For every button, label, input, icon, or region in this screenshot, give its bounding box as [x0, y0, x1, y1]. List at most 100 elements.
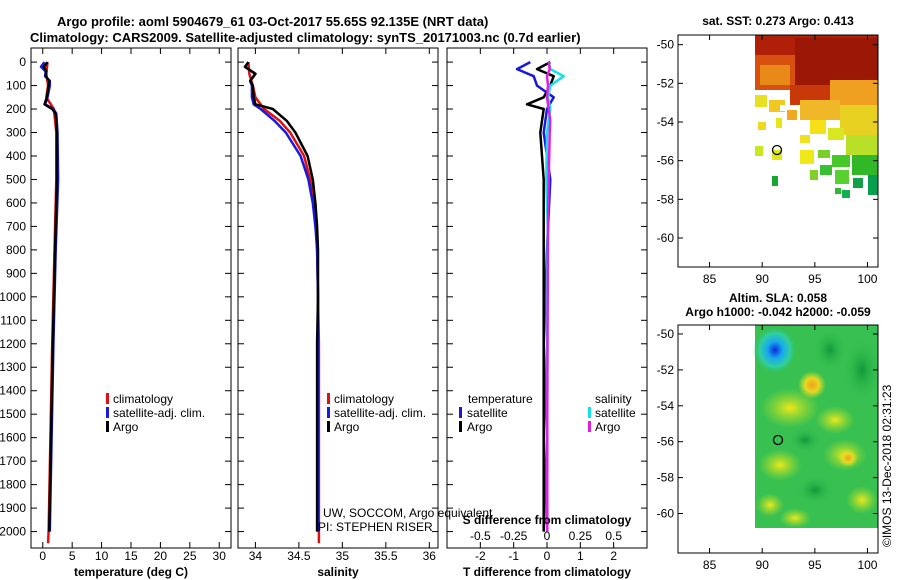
x-tick-label: 2 [610, 549, 617, 563]
temperature-legend: climatology satellite-adj. clim. Argo [106, 392, 205, 434]
x-tick-label: 1 [577, 549, 584, 563]
legend-label-argo: Argo [334, 420, 360, 434]
sst-map-frame [677, 34, 879, 268]
map-y-tick-label: -50 [657, 327, 675, 341]
x-tick-label: -2 [475, 549, 486, 563]
map-y-tick-label: -50 [657, 38, 675, 52]
map-x-tick-label: 100 [857, 272, 877, 286]
sla-float-marker [772, 434, 784, 446]
temperature-x-ticks: 0 5 10 15 20 25 30 [39, 48, 226, 563]
salinity-x-ticks: 34 34.5 35 35.5 36 [249, 48, 437, 563]
series-line-argo [243, 61, 320, 532]
temperature-axis-label: temperature (deg C) [74, 565, 188, 579]
figure-title-line2: Climatology: CARS2009. Satellite-adjuste… [30, 30, 581, 45]
x-tick-label: 0.25 [569, 529, 593, 543]
difference-x-ticks: -2 -1 0 1 2 [475, 48, 617, 563]
depth-tick-label: 0 [19, 55, 26, 69]
x-tick-label: -1 [508, 549, 519, 563]
map-x-tick-label: 95 [808, 272, 822, 286]
legend-label-temp-satellite: satellite [467, 406, 508, 420]
map-y-tick-label: -60 [657, 507, 675, 521]
depth-tick-label: 1500 [0, 407, 26, 421]
legend-label-argo: Argo [113, 420, 139, 434]
x-tick-label: 5 [69, 549, 76, 563]
legend-swatch-temp-argo [459, 421, 462, 432]
map-x-tick-label: 85 [703, 272, 717, 286]
series-line-climatology [247, 62, 321, 544]
x-tick-label: 35 [336, 549, 350, 563]
series-line-satellite-adj-clim- [243, 61, 320, 532]
salinity-legend: climatology satellite-adj. clim. Argo [327, 392, 426, 434]
map-x-tick-label: 85 [703, 558, 717, 572]
difference-legend: temperature salinity satellite Argo sate… [459, 392, 636, 434]
x-tick-label: 35.5 [374, 549, 398, 563]
salinity-plot-frame [237, 47, 439, 549]
depth-tick-label: 1700 [0, 454, 26, 468]
legend-label-temp-argo: Argo [467, 420, 493, 434]
legend-swatch-sal-satellite [588, 407, 591, 418]
map-x-tick-label: 100 [857, 558, 877, 572]
x-tick-label: -0.5 [470, 529, 491, 543]
depth-tick-label: 500 [6, 172, 26, 186]
x-tick-label: 15 [124, 549, 138, 563]
legend-label-satellite: satellite-adj. clim. [334, 406, 426, 420]
sla-heatmap [753, 325, 878, 553]
series-line-salinity-argo [545, 61, 552, 532]
legend-swatch-climatology [106, 393, 109, 404]
depth-tick-label: 1400 [0, 384, 26, 398]
s-difference-axis-label: S difference from climatology [463, 513, 632, 527]
map-y-tick-label: -52 [657, 363, 675, 377]
legend-label-climatology: climatology [334, 392, 394, 406]
depth-tick-label: 700 [6, 219, 26, 233]
depth-tick-label: 1200 [0, 337, 26, 351]
sla-map-frame [677, 324, 879, 554]
map-x-tick-label: 95 [808, 558, 822, 572]
map-x-tick-label: 90 [756, 558, 770, 572]
legend-swatch-climatology [327, 393, 330, 404]
x-tick-label: 34.5 [287, 549, 311, 563]
legend-swatch-argo [106, 421, 109, 432]
depth-tick-label: 1300 [0, 360, 26, 374]
salinity-profiles [243, 61, 321, 544]
sla-map-title-line2: Argo h1000: -0.042 h2000: -0.059 [685, 305, 871, 319]
figure-title-line1: Argo profile: aoml 5904679_61 03-Oct-201… [57, 14, 488, 29]
depth-axis-labels: 0 100 200 300 400 500 600 700 800 900 1000 1100 1200… [0, 55, 647, 539]
map-y-tick-label: -52 [657, 76, 675, 90]
depth-tick-label: 2000 [0, 525, 26, 539]
legend-swatch-satellite [106, 407, 109, 418]
legend-label-satellite: satellite-adj. clim. [113, 406, 205, 420]
map-y-tick-label: -54 [657, 115, 675, 129]
x-tick-label: 20 [154, 549, 168, 563]
legend-swatch-temp-satellite [459, 407, 462, 418]
sla-map-title-line1: Altim. SLA: 0.058 [729, 291, 827, 305]
temperature-profiles [39, 61, 60, 544]
x-tick-label: 0 [39, 549, 46, 563]
difference-profiles [515, 60, 565, 532]
salinity-axis-label: salinity [317, 565, 359, 579]
depth-tick-label: 1900 [0, 501, 26, 515]
legend-swatch-satellite [327, 407, 330, 418]
x-tick-label: 36 [423, 549, 437, 563]
depth-tick-label: 900 [6, 266, 26, 280]
x-tick-label: 34 [249, 549, 263, 563]
depth-tick-label: 800 [6, 243, 26, 257]
depth-tick-label: 600 [6, 196, 26, 210]
sst-float-marker [771, 144, 783, 156]
series-line-argo [42, 61, 59, 532]
map-y-tick-label: -58 [657, 192, 675, 206]
series-line-temperature-argo [525, 60, 555, 532]
pi-annotation-line1: UW, SOCCOM, Argo equivalent [323, 506, 493, 520]
map-y-tick-label: -56 [657, 435, 675, 449]
sst-heatmap [755, 35, 878, 198]
pi-annotation-line2: PI: STEPHEN RISER [318, 520, 433, 534]
t-difference-axis-label: T difference from climatology [463, 565, 631, 579]
sla-map-ticks: 85 90 95 100 -50 -52 -54 -56 -58 -60 [657, 325, 878, 572]
map-y-tick-label: -56 [657, 154, 675, 168]
legend-title-temperature: temperature [468, 392, 533, 406]
depth-tick-label: 300 [6, 126, 26, 140]
x-tick-label: 0.5 [605, 529, 622, 543]
sst-map-title: sat. SST: 0.273 Argo: 0.413 [702, 14, 854, 28]
map-x-tick-label: 90 [756, 272, 770, 286]
x-tick-label: 30 [213, 549, 227, 563]
legend-title-salinity: salinity [595, 392, 632, 406]
